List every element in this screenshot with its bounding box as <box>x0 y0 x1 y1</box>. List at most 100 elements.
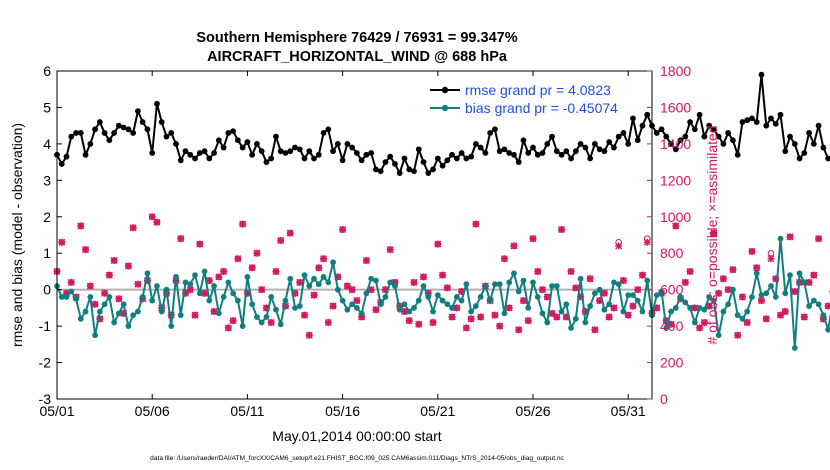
rmse-point <box>158 119 165 125</box>
data-file-footnote: data file: /Users/raeder/DAI/ATM_forcXX/… <box>150 455 564 462</box>
obs-assimilated-point <box>434 240 442 248</box>
obs-assimilated-point <box>757 297 765 305</box>
bias-point <box>492 281 498 288</box>
bias-point <box>596 286 603 293</box>
bias-point <box>406 308 413 315</box>
obs-assimilated-point <box>824 302 830 310</box>
rmse-point <box>201 148 208 155</box>
bias-point <box>758 292 765 299</box>
obs-assimilated-point <box>134 280 142 288</box>
legend-entry-bias: bias grand pr = -0.45074 <box>430 100 618 116</box>
obs-assimilated-point <box>696 324 704 332</box>
rmse-point <box>363 151 370 158</box>
rmse-point <box>111 130 118 136</box>
rmse-point <box>101 130 108 136</box>
rmse-point <box>311 155 317 162</box>
rmse-point <box>606 139 613 145</box>
rmse-point <box>672 146 679 153</box>
bias-point <box>534 294 541 300</box>
bias-point <box>58 294 65 300</box>
bias-point <box>682 299 689 306</box>
bias-point <box>634 297 641 304</box>
rmse-point <box>263 159 270 166</box>
rmse-point <box>220 144 227 151</box>
bias-point <box>415 297 422 304</box>
obs-assimilated-point <box>305 331 313 339</box>
rmse-point <box>325 126 332 133</box>
obs-assimilated-point <box>800 313 808 321</box>
bias-point <box>806 303 812 309</box>
bias-point <box>382 294 389 300</box>
bias-point <box>558 308 565 315</box>
bias-point <box>411 304 417 311</box>
rmse-point <box>82 151 89 158</box>
obs-assimilated-point <box>519 297 527 305</box>
bias-point <box>268 294 275 300</box>
bias-point <box>734 312 741 319</box>
legend: rmse grand pr = 4.0823 bias grand pr = -… <box>430 82 618 116</box>
obs-assimilated-point <box>153 218 161 226</box>
bias-point <box>158 308 165 315</box>
rmse-point <box>620 130 627 136</box>
obs-assimilated-point <box>143 277 151 285</box>
bias-point <box>344 306 351 313</box>
rmse-point <box>801 150 808 156</box>
bias-point <box>320 274 327 280</box>
rmse-point <box>430 166 436 173</box>
obs-assimilated-point <box>738 293 746 301</box>
obs-assimilated-point <box>381 286 389 294</box>
obs-assimilated-point <box>329 302 337 310</box>
rmse-point <box>225 130 232 136</box>
obs-assimilated-point <box>586 275 594 283</box>
bias-point <box>368 275 375 282</box>
obs-assimilated-point <box>105 271 113 279</box>
bias-point <box>396 306 403 313</box>
rmse-point <box>653 130 660 136</box>
bias-point <box>582 319 589 326</box>
rmse-point <box>239 144 246 151</box>
rmse-point <box>187 151 194 158</box>
obs-assimilated-point <box>734 331 742 339</box>
obs-assimilated-point <box>239 220 247 228</box>
x-tick-label: 05/31 <box>611 403 646 419</box>
obs-assimilated-point <box>496 322 504 330</box>
bias-point <box>182 279 189 286</box>
bias-point <box>363 290 370 297</box>
obs-assimilated-point <box>715 289 723 297</box>
rmse-point <box>144 126 151 133</box>
obs-assimilated-point <box>77 222 85 230</box>
rmse-point <box>330 148 336 155</box>
obs-assimilated-point <box>400 308 408 316</box>
rmse-point <box>553 148 560 155</box>
obs-assimilated-point <box>777 311 785 319</box>
rmse-point <box>387 153 394 160</box>
rmse-point <box>615 133 622 140</box>
bias-point <box>515 288 522 295</box>
bias-point <box>120 301 127 308</box>
rmse-point <box>482 150 489 156</box>
rmse-point <box>115 122 122 129</box>
obs-assimilated-point <box>101 289 109 297</box>
rmse-point <box>525 150 532 156</box>
rmse-point <box>477 144 484 151</box>
bias-point <box>715 332 722 339</box>
right-tick-label: 800 <box>660 245 684 261</box>
rmse-point <box>406 166 413 173</box>
bias-point <box>387 279 394 286</box>
rmse-point <box>96 119 103 125</box>
rmse-point <box>691 126 698 133</box>
bias-point <box>287 275 294 282</box>
rmse-point <box>168 130 175 136</box>
obs-assimilated-point <box>262 304 270 312</box>
obs-assimilated-point <box>591 326 599 334</box>
rmse-point <box>287 148 294 155</box>
bias-point <box>192 272 198 278</box>
bias-point <box>630 292 636 299</box>
obs-assimilated-point <box>324 318 332 326</box>
rmse-point <box>68 133 75 140</box>
rmse-point <box>449 151 455 158</box>
bias-point <box>663 325 670 331</box>
rmse-point <box>820 144 827 151</box>
rmse-point <box>487 130 494 136</box>
obs-assimilated-point <box>462 324 470 332</box>
